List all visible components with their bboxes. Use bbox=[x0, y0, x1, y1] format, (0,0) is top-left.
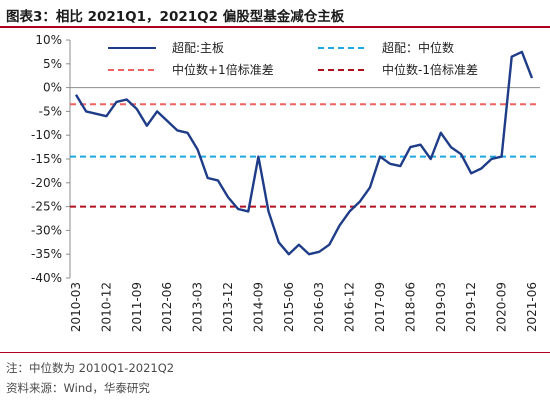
x-tick-label: 2012-06 bbox=[160, 282, 174, 332]
legend-label: 中位数-1倍标准差 bbox=[382, 62, 478, 77]
x-tick-label: 2013-03 bbox=[191, 282, 205, 332]
y-tick-label: -15% bbox=[31, 152, 62, 166]
footer-divider bbox=[0, 352, 550, 353]
y-tick-label: 0% bbox=[43, 81, 62, 95]
legend-label: 中位数+1倍标准差 bbox=[172, 62, 274, 77]
footnote: 注：中位数为 2010Q1-2021Q2 bbox=[6, 361, 175, 375]
y-tick-label: -35% bbox=[31, 247, 62, 261]
figure-label: 图表3： bbox=[6, 9, 56, 25]
title-divider bbox=[0, 26, 550, 28]
x-tick-label: 2016-12 bbox=[343, 282, 357, 332]
y-tick-label: -10% bbox=[31, 128, 62, 142]
x-tick-label: 2015-06 bbox=[282, 282, 296, 332]
x-tick-label: 2019-03 bbox=[434, 282, 448, 332]
legend-label: 超配:主板 bbox=[172, 40, 224, 55]
figure-title: 相比 2021Q1，2021Q2 偏股型基金减仓主板 bbox=[55, 9, 345, 25]
x-tick-label: 2020-09 bbox=[495, 282, 509, 332]
y-tick-label: -25% bbox=[31, 200, 62, 214]
y-tick-label: -5% bbox=[39, 104, 62, 118]
x-tick-label: 2019-12 bbox=[464, 282, 478, 332]
source-note: 资料来源：Wind，华泰研究 bbox=[6, 381, 150, 395]
y-tick-label: -20% bbox=[31, 176, 62, 190]
x-tick-label: 2010-03 bbox=[69, 282, 83, 332]
x-tick-label: 2017-09 bbox=[373, 282, 387, 332]
line-chart: 10% 5% 0% -5% -10% -15% -20% -25% -30% -35% -40% 20… bbox=[31, 33, 540, 332]
y-tick-label: -40% bbox=[31, 271, 62, 285]
x-tick-label: 2021-06 bbox=[525, 282, 539, 332]
series-line-main-board bbox=[74, 50, 534, 256]
x-tick-label: 2011-09 bbox=[130, 282, 144, 332]
x-tick-label: 2018-06 bbox=[403, 282, 417, 332]
x-tick-label: 2013-12 bbox=[221, 282, 235, 332]
x-tick-label: 2014-09 bbox=[251, 282, 265, 332]
x-tick-label: 2016-03 bbox=[312, 282, 326, 332]
legend-label: 超配：中位数 bbox=[382, 40, 454, 55]
y-tick-label: 10% bbox=[35, 33, 62, 47]
chart-title: 图表3：相比 2021Q1，2021Q2 偏股型基金减仓主板 bbox=[6, 5, 344, 25]
y-tick-label: 5% bbox=[43, 57, 62, 71]
x-tick-label: 2010-12 bbox=[99, 282, 113, 332]
y-tick-label: -30% bbox=[31, 223, 62, 237]
